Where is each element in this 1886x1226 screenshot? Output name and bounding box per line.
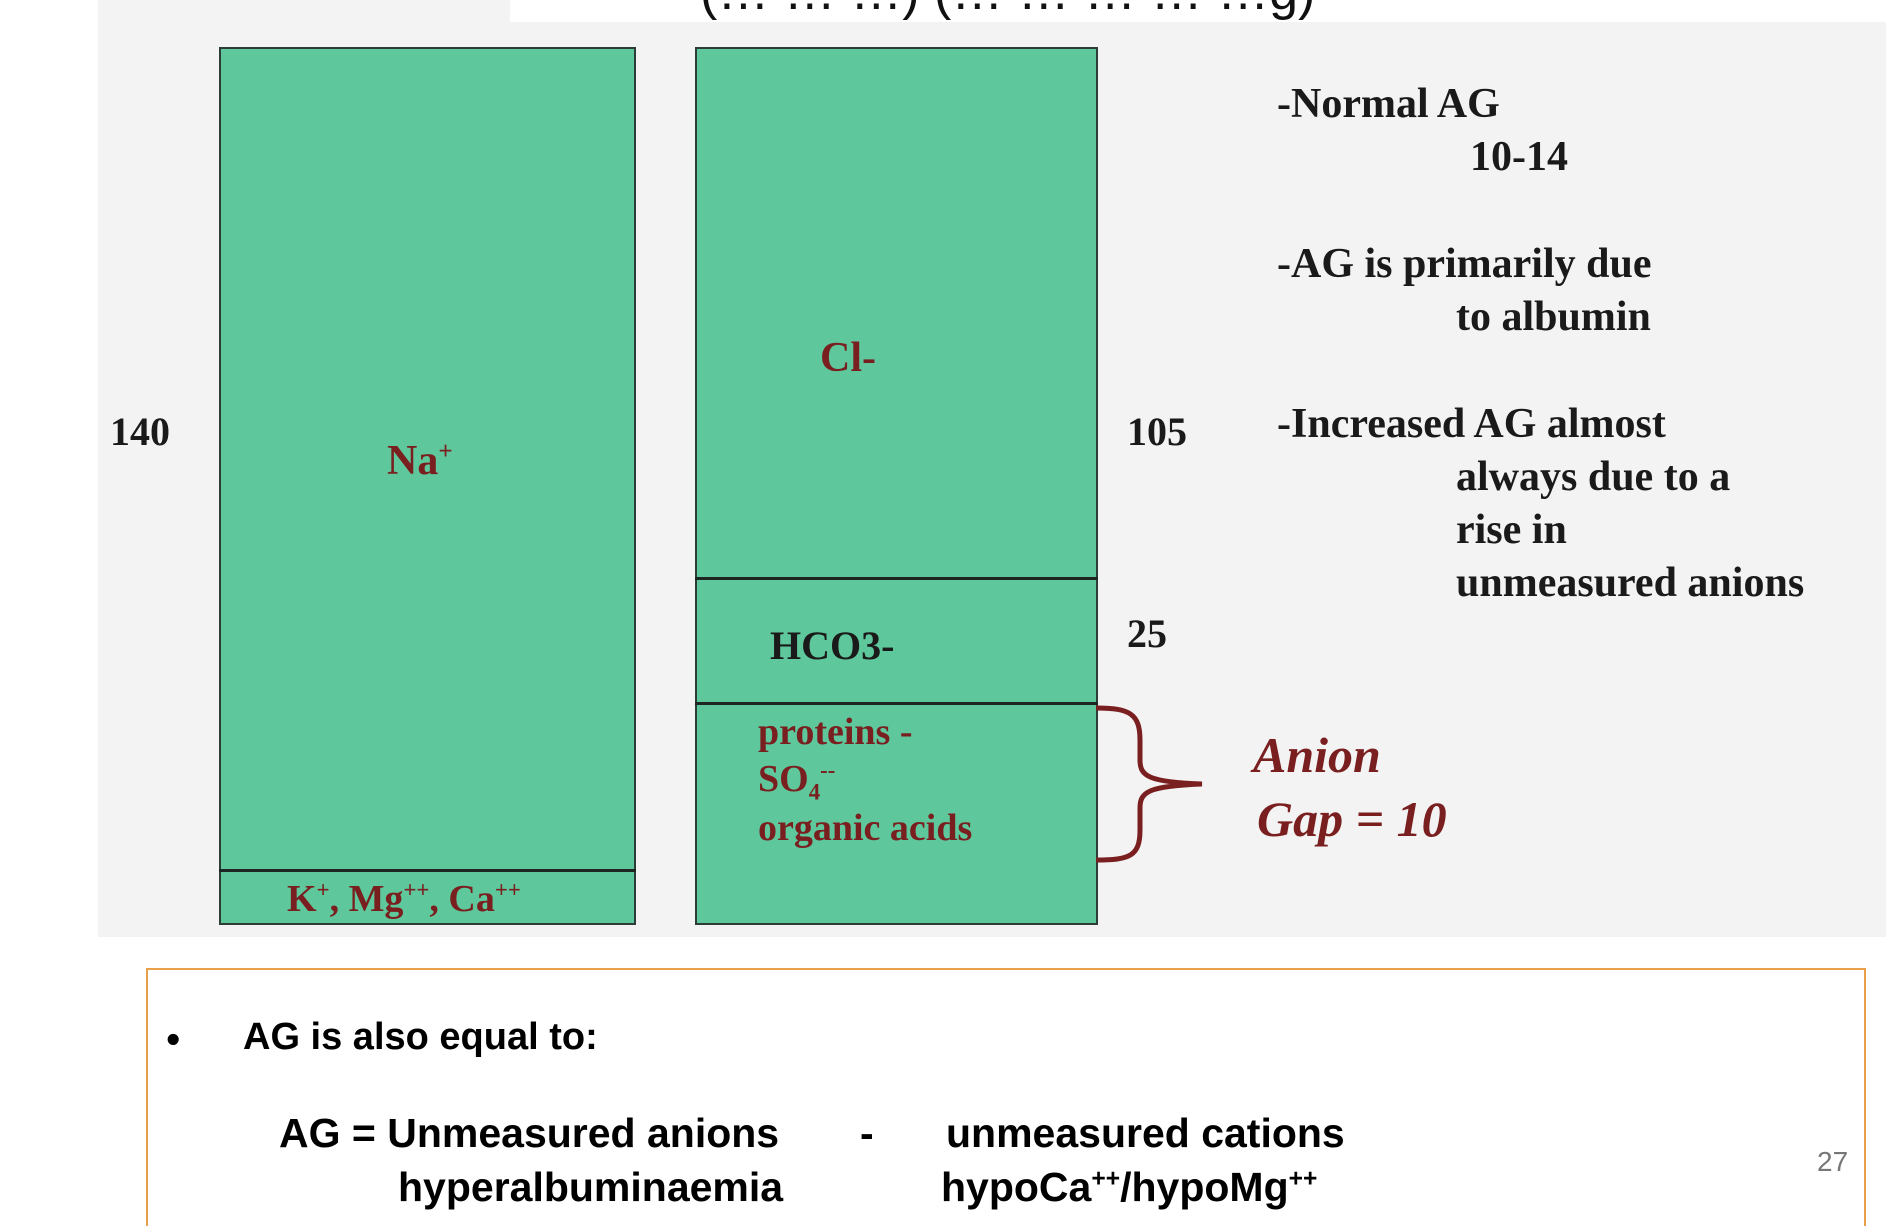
chloride-divider — [695, 577, 1098, 580]
note-albumin-2: to albumin — [1456, 294, 1651, 340]
note-increased-3: rise in — [1456, 507, 1567, 553]
bicarbonate-value: 25 — [1127, 611, 1167, 656]
anion-gap-word: Anion — [1253, 727, 1381, 783]
bullet: • — [166, 1016, 181, 1062]
anion-column — [695, 47, 1098, 925]
note-normal-range: 10-14 — [1470, 134, 1568, 180]
minor-cations-label: K+, Mg++, Ca++ — [287, 877, 521, 920]
organic-acids-label: organic acids — [758, 807, 973, 849]
proteins-label: proteins - — [758, 711, 913, 753]
note-albumin-1: -AG is primarily due — [1277, 241, 1652, 287]
sulfate-label: SO4-- — [758, 757, 836, 805]
note-increased-4: unmeasured anions — [1456, 560, 1805, 606]
formula-minus: - — [860, 1110, 874, 1156]
ag-intro-text: AG is also equal to: — [243, 1016, 598, 1058]
page-number: 27 — [1817, 1146, 1849, 1177]
anion-gap-brace — [1095, 705, 1203, 863]
chloride-label: Cl- — [820, 335, 876, 381]
formula-right: unmeasured cations — [946, 1110, 1345, 1156]
slide-title-strip: (… … …) (… … … … …g) — [510, 0, 1886, 22]
sodium-value: 140 — [110, 409, 170, 454]
note-increased-2: always due to a — [1456, 454, 1731, 500]
cause-left: hyperalbuminaemia — [398, 1164, 784, 1210]
chloride-value: 105 — [1127, 409, 1187, 454]
cause-right: hypoCa++/hypoMg++ — [941, 1164, 1318, 1210]
bicarbonate-label: HCO3- — [770, 623, 895, 668]
slide-title: (… … …) (… … … … …g) — [700, 0, 1315, 22]
bicarbonate-divider — [695, 702, 1098, 705]
note-normal-ag: -Normal AG — [1277, 81, 1500, 127]
sodium-label: Na+ — [387, 438, 453, 484]
anion-gap-value: Gap = 10 — [1257, 791, 1447, 847]
cation-column — [219, 47, 636, 925]
cation-divider — [219, 869, 636, 872]
formula-left: AG = Unmeasured anions — [279, 1110, 780, 1156]
ag-equation-box: • AG is also equal to: AG = Unmeasured a… — [146, 968, 1866, 1226]
note-increased-1: -Increased AG almost — [1277, 401, 1666, 447]
